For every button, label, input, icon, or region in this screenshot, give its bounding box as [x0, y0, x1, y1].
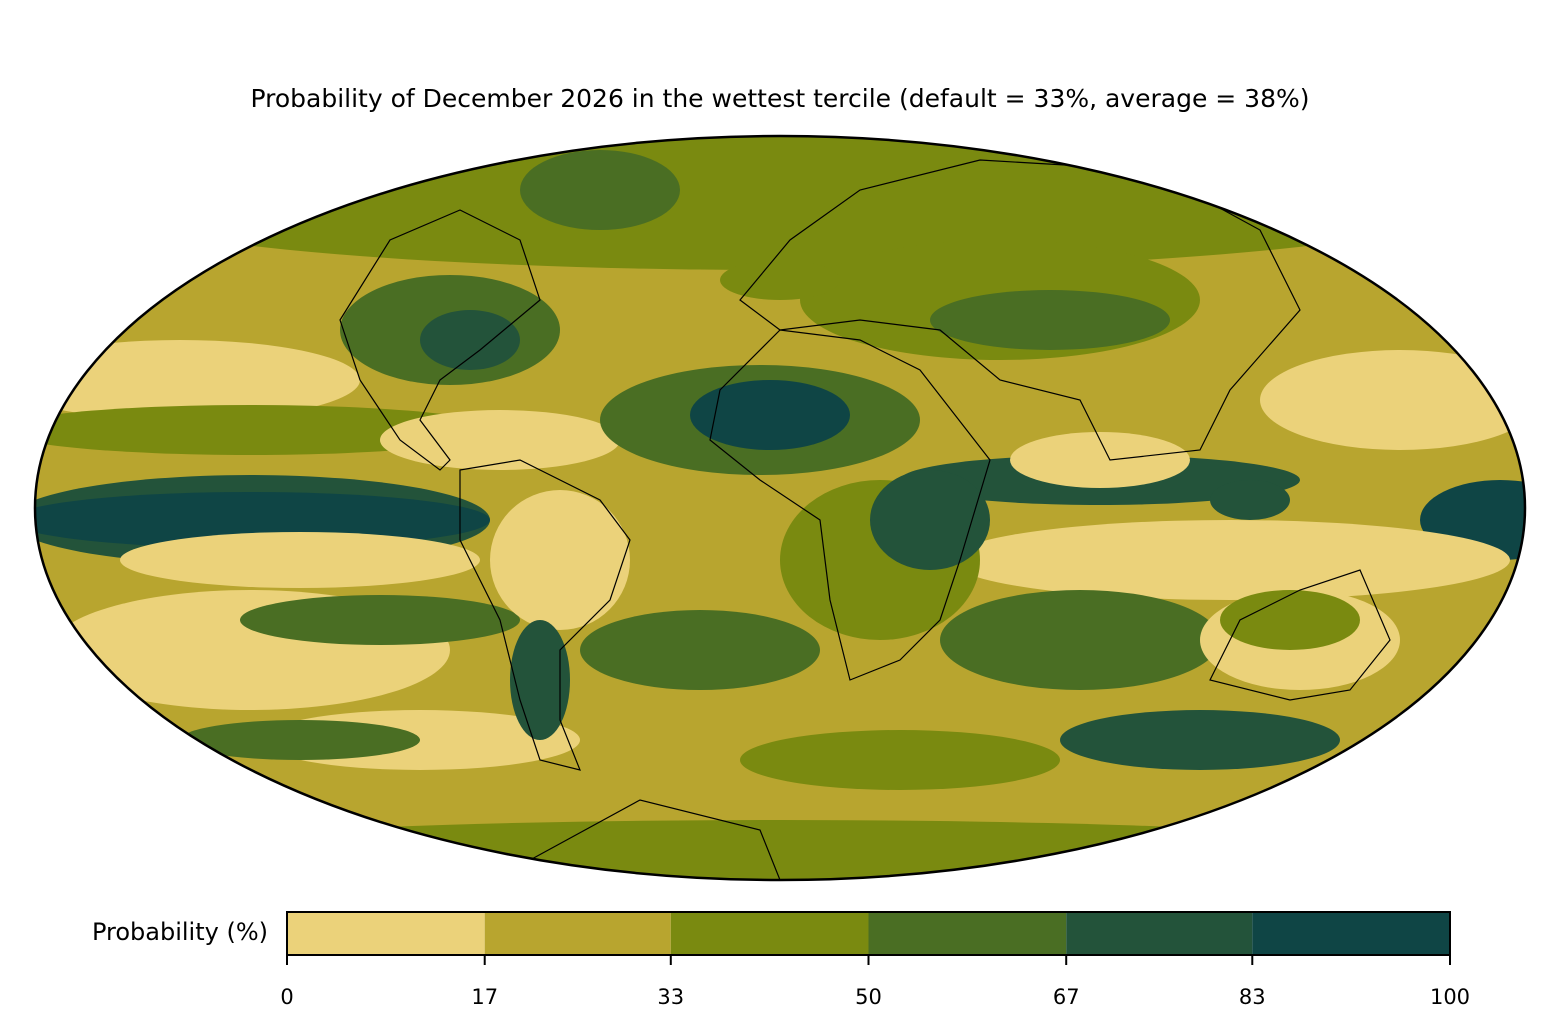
field-region: [930, 290, 1170, 350]
colorbar-segment: [1066, 912, 1253, 955]
colorbar-frame: [286, 911, 1451, 956]
field-region: [240, 595, 520, 645]
field-region: [180, 720, 420, 760]
field-region: [490, 490, 630, 630]
colorbar-segment: [670, 912, 869, 955]
field-region: [520, 150, 680, 230]
colorbar-segment: [1252, 912, 1450, 955]
colorbar-segment: [484, 912, 671, 955]
map-title: Probability of December 2026 in the wett…: [251, 84, 1310, 113]
colorbar-tick-label: 50: [855, 985, 882, 1009]
field-region: [690, 380, 850, 450]
field-region: [580, 610, 820, 690]
colorbar-tick-label: 100: [1430, 985, 1470, 1009]
field-region: [1220, 590, 1360, 650]
field-region: [1260, 350, 1525, 450]
colorbar-tick-label: 33: [657, 985, 684, 1009]
colorbar-tick-label: 17: [471, 985, 498, 1009]
field-region: [950, 520, 1510, 600]
field-region: [35, 492, 490, 548]
field-region: [870, 470, 990, 570]
field-region: [120, 532, 480, 588]
colorbar-tick-label: 83: [1239, 985, 1266, 1009]
field-region: [1060, 710, 1340, 770]
colorbar-segment: [868, 912, 1067, 955]
field-region: [740, 730, 1060, 790]
field-region: [1010, 432, 1190, 488]
coastlines: [339, 159, 1391, 880]
field-region: [1210, 480, 1290, 520]
probability-field: [35, 136, 1525, 880]
colorbar-label: Probability (%): [92, 918, 268, 946]
colorbar-tick-label: 67: [1053, 985, 1080, 1009]
colorbar-segment: [287, 912, 485, 955]
field-region: [380, 410, 620, 470]
field-region: [720, 260, 840, 300]
map-frame: [33, 134, 1527, 882]
colorbar-tick-label: 0: [280, 985, 293, 1009]
field-region: [510, 620, 570, 740]
colorbar: 0 17 33 50 67 83 100: [280, 912, 1470, 1009]
field-region: [35, 405, 500, 455]
field-region: [80, 820, 1480, 880]
field-region: [420, 310, 520, 370]
field-region: [940, 590, 1220, 690]
